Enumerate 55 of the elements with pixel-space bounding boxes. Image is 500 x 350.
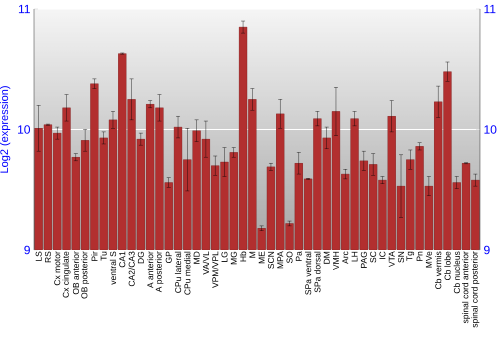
x-tick-label: CPu medial: [184, 252, 190, 295]
x-tick-label: CA1: [119, 252, 126, 268]
y2-tick-label: 10: [484, 125, 496, 134]
y-tick-label: 11: [18, 4, 30, 14]
x-tick-label: IC: [379, 252, 386, 259]
x-tick-label: GP: [166, 252, 172, 264]
x-tick-label: Pn: [416, 252, 423, 261]
x-tick-label: MG: [230, 252, 237, 264]
x-tick-label: VA/VL: [202, 251, 210, 275]
x-tick-label: Cb nucleus: [454, 252, 460, 294]
x-tick-label: OB anterior: [72, 251, 79, 294]
x-tick-label: CA2/CA3: [128, 252, 135, 286]
x-tick-label: spinal cord posterior: [471, 251, 480, 328]
x-tick-label: Tu: [100, 252, 107, 261]
x-tick-label: SN: [398, 252, 404, 263]
x-tick-label: Pir: [91, 251, 98, 261]
x-tick-label: SPa ventral: [304, 252, 312, 295]
x-tick-label: SO: [286, 252, 293, 264]
x-tick-label: Cb lobe: [444, 252, 451, 280]
y-tick-label: 9: [24, 246, 30, 254]
x-tick-label: Cx motor: [54, 251, 60, 286]
x-tick-label: MVe: [426, 252, 432, 268]
x-tick-label: Tg: [406, 252, 414, 261]
x-tick-label: Pa: [296, 251, 302, 261]
x-tick-label: CPu lateral: [174, 252, 182, 293]
x-tick-label: VMH: [333, 252, 339, 270]
x-tick-label: LH: [352, 252, 358, 262]
x-tick-label: OB posterior: [81, 251, 90, 298]
y2-tick-label: 11: [484, 4, 496, 14]
x-tick-label: DG: [138, 252, 144, 264]
x-tick-label: Hb: [240, 252, 246, 262]
x-tick-label: SCN: [268, 252, 274, 269]
y-tick-label: 10: [18, 125, 30, 134]
x-tick-label: spinal cord anterior: [462, 251, 470, 324]
x-tick-label: MD: [194, 252, 200, 264]
x-tick-label: M: [249, 252, 256, 258]
x-tick-label: SPa dorsal: [314, 252, 321, 292]
y2-tick-label: 9: [484, 246, 490, 254]
x-tick-label: ME: [258, 252, 265, 264]
x-tick-label: LS: [36, 252, 42, 261]
x-tick-label: RS: [44, 252, 51, 262]
x-tick-label: LG: [221, 252, 228, 262]
x-tick-label: SC: [370, 252, 376, 263]
x-tick-label: A anterior: [147, 251, 154, 288]
x-tick-label: MPA: [277, 251, 284, 268]
x-tick-label: Cx cingulate: [62, 252, 70, 298]
x-tick-label: ventral S: [110, 252, 116, 285]
x-tick-label: DM: [324, 252, 330, 264]
x-tick-label: PAG: [360, 252, 367, 268]
x-tick-label: Cb vermis: [435, 252, 442, 290]
y-axis-title: Log2 (expression): [0, 86, 10, 173]
x-tick-label: VPM/VPL: [212, 251, 218, 288]
x-tick-label: VTA: [388, 251, 395, 268]
x-tick-label: A posterior: [155, 251, 164, 292]
x-tick-label: Arc: [342, 251, 348, 264]
